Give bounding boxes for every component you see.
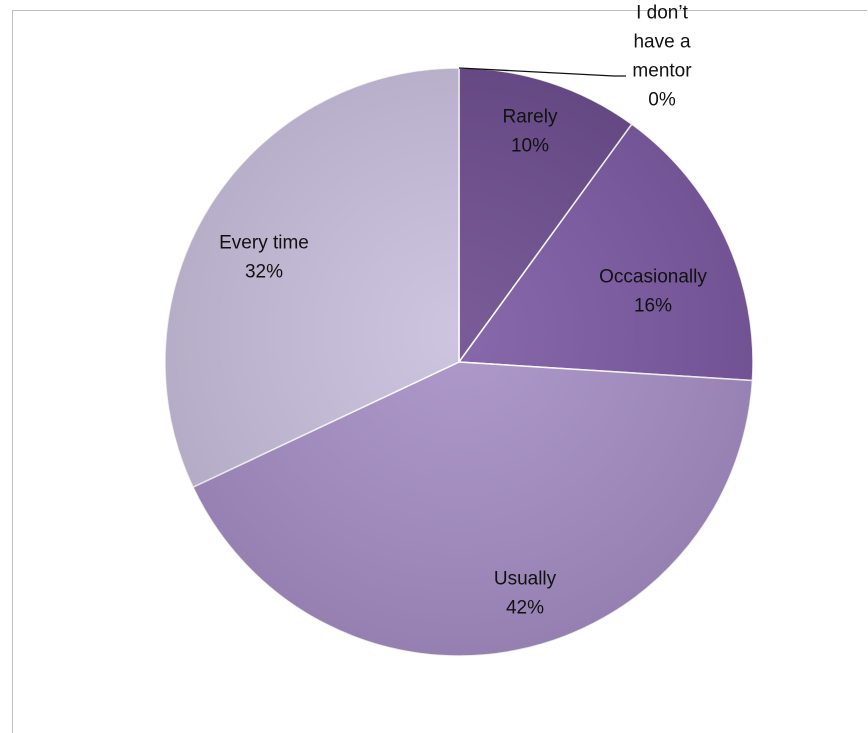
- slice-label-every-time: Every time 32%: [219, 233, 309, 283]
- leader-line-i-don-t-have-a-mentor: [458, 67, 626, 77]
- slice-label-occasionally: Occasionally 16%: [599, 267, 707, 317]
- slice-label-usually: Usually 42%: [494, 569, 557, 619]
- chart-frame: [12, 10, 867, 733]
- slice-label-i-don-t-have-a-mentor: I don’t have a mentor 0%: [632, 3, 692, 111]
- slice-label-rarely: Rarely 10%: [503, 107, 558, 157]
